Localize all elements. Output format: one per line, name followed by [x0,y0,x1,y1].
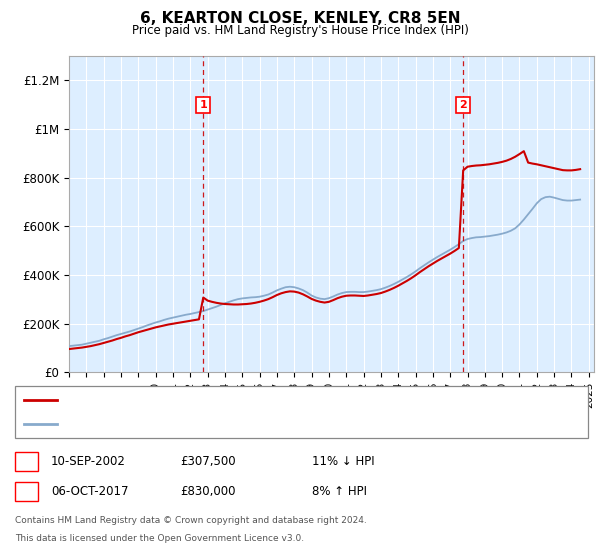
Text: 6, KEARTON CLOSE, KENLEY, CR8 5EN: 6, KEARTON CLOSE, KENLEY, CR8 5EN [140,11,460,26]
Text: £830,000: £830,000 [180,485,235,498]
Text: This data is licensed under the Open Government Licence v3.0.: This data is licensed under the Open Gov… [15,534,304,543]
Text: 8% ↑ HPI: 8% ↑ HPI [312,485,367,498]
Text: 1: 1 [22,455,31,468]
Text: 6, KEARTON CLOSE, KENLEY, CR8 5EN (detached house): 6, KEARTON CLOSE, KENLEY, CR8 5EN (detac… [63,395,377,405]
Text: Contains HM Land Registry data © Crown copyright and database right 2024.: Contains HM Land Registry data © Crown c… [15,516,367,525]
Text: 06-OCT-2017: 06-OCT-2017 [51,485,128,498]
Text: 10-SEP-2002: 10-SEP-2002 [51,455,126,468]
Text: 11% ↓ HPI: 11% ↓ HPI [312,455,374,468]
Text: 2: 2 [22,485,31,498]
Text: £307,500: £307,500 [180,455,236,468]
Text: 1: 1 [199,100,207,110]
Text: 2: 2 [460,100,467,110]
Text: Price paid vs. HM Land Registry's House Price Index (HPI): Price paid vs. HM Land Registry's House … [131,24,469,37]
Text: HPI: Average price, detached house, Croydon: HPI: Average price, detached house, Croy… [63,419,316,429]
